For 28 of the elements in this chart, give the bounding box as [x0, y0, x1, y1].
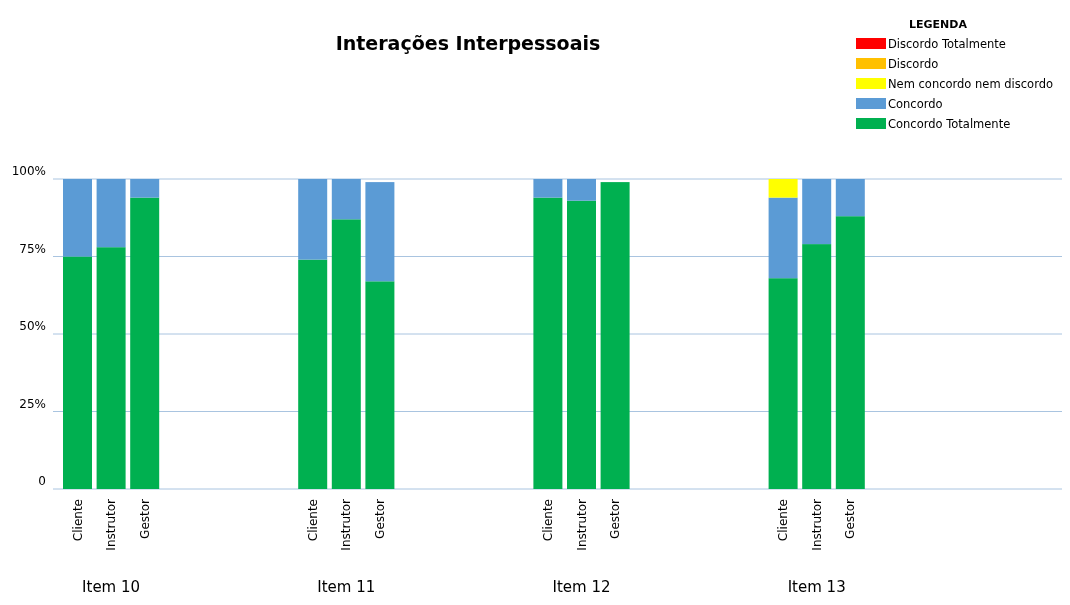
legend-label: Discordo [888, 57, 939, 71]
x-tick-label: Instrutor [104, 498, 119, 551]
y-tick-label: 25% [19, 396, 46, 411]
x-tick-label: Gestor [137, 498, 152, 539]
x-tick-label: Instrutor [339, 498, 354, 551]
text: Item 11 [317, 578, 376, 596]
legend-label: Nem concordo nem discordo [888, 77, 1053, 91]
x-tick-label: Cliente [540, 499, 555, 542]
y-tick-label: 100% [11, 164, 46, 179]
legend-label: Concordo [888, 97, 943, 111]
x-tick-label: Cliente [305, 499, 320, 542]
legend-label: Discordo Totalmente [888, 37, 1006, 51]
x-tick-label: Cliente [776, 499, 791, 542]
text: Item 10 [82, 578, 141, 596]
x-tick-label: Instrutor [809, 498, 824, 551]
y-tick-label: 50% [19, 319, 46, 334]
x-tick-label: Instrutor [574, 498, 589, 551]
text: Item 13 [787, 578, 846, 596]
x-tick-label: Gestor [843, 498, 858, 539]
legend-title: LEGENDA [909, 18, 968, 31]
legend-label: Concordo Totalmente [888, 117, 1011, 131]
x-tick-label: Gestor [608, 498, 623, 539]
text: Item 12 [552, 578, 611, 596]
y-tick-label: 75% [19, 241, 46, 256]
x-tick-label: Gestor [372, 498, 387, 539]
y-tick-label: 0 [38, 474, 46, 489]
x-tick-label: Cliente [70, 499, 85, 542]
chart-title: Interações Interpessoais [335, 32, 601, 54]
